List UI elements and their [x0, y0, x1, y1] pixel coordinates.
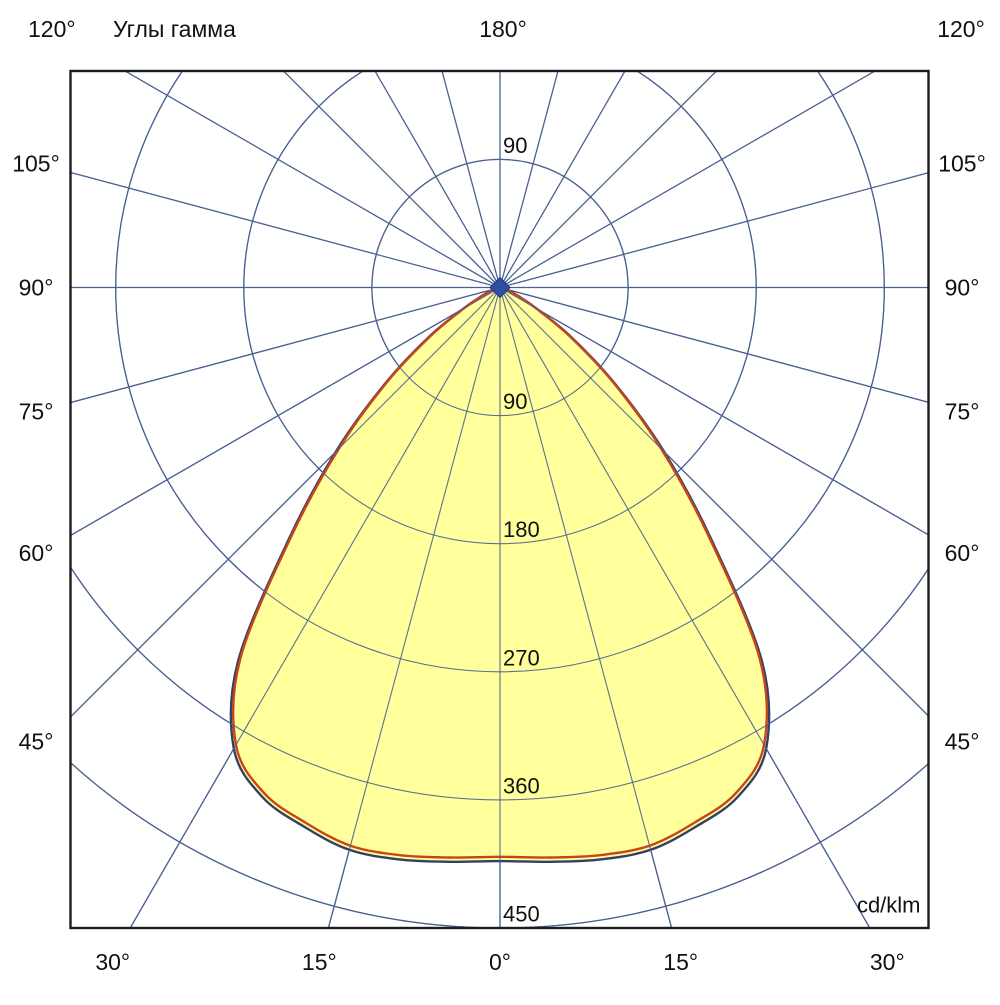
gamma-angle-label-bottom-30: 30° [870, 949, 905, 975]
radial-tick-label-180: 180 [503, 517, 540, 542]
top-angle-label: 180° [479, 16, 527, 42]
corner-angle-label-right: 120° [937, 16, 985, 42]
gamma-angle-label-left-105: 105° [12, 150, 60, 176]
gamma-angle-label-right-90: 90° [945, 275, 980, 301]
gamma-angle-label-left-45: 45° [19, 729, 54, 755]
angular-gridline-210 [374, 71, 501, 288]
plot-frame [69, 69, 930, 930]
angular-gridline-255 [70, 171, 501, 289]
angular-gridline-120 [499, 71, 877, 289]
radial-gridline-inner-360 [70, 565, 929, 801]
angular-gridline-inner--15 [327, 287, 501, 928]
corner-angle-label-left: 120° [28, 16, 76, 42]
radial-tick-label-upper-90: 90 [503, 133, 527, 158]
radial-gridline-inner-270 [115, 71, 885, 673]
angular-gridline-150 [499, 71, 626, 288]
gamma-angle-label-bottom--30: 30° [95, 949, 130, 975]
angular-gridline-inner-45 [499, 287, 929, 717]
radial-gridline-inner-180 [243, 71, 757, 545]
radial-tick-label-90: 90 [503, 389, 527, 414]
radial-tick-label-270: 270 [503, 645, 540, 670]
angular-gridline-inner-75 [499, 286, 929, 403]
gamma-angle-label-left-90: 90° [19, 275, 54, 301]
angular-gridline-inner-60 [499, 287, 929, 536]
gamma-angle-label-bottom--15: 15° [302, 949, 337, 975]
angular-gridline-195 [441, 71, 501, 288]
angular-gridline-inner--60 [70, 287, 501, 537]
gamma-angle-label-left-60: 60° [19, 540, 54, 566]
angular-gridline-inner--75 [70, 286, 501, 404]
gamma-angle-label-bottom-0: 0° [489, 949, 511, 975]
angular-gridline-225 [282, 71, 501, 288]
radial-unit-label: cd/klm [857, 893, 921, 918]
gamma-angle-label-right-45: 45° [945, 729, 980, 755]
radial-gridline-inner-90 [371, 158, 629, 417]
radial-tick-label-360: 360 [503, 773, 540, 798]
gamma-angle-label-right-105: 105° [938, 150, 986, 176]
gamma-angle-label-bottom-15: 15° [663, 949, 698, 975]
polar-origin-marker [489, 276, 511, 299]
angular-gridline-105 [499, 172, 929, 289]
radial-tick-label-450: 450 [503, 902, 540, 927]
angular-gridline-240 [123, 71, 501, 289]
angular-gridline-165 [499, 71, 559, 288]
angular-gridline-inner-15 [499, 287, 673, 928]
gamma-angle-label-left-75: 75° [19, 399, 54, 425]
angular-gridline-135 [499, 71, 718, 288]
angular-gridline-inner--45 [70, 287, 501, 718]
gamma-angle-label-right-75: 75° [945, 399, 980, 425]
chart-title: Углы гамма [113, 16, 236, 42]
gamma-angle-label-right-60: 60° [945, 540, 980, 566]
angular-gridline-inner-30 [499, 287, 871, 928]
angular-gridline-inner--30 [129, 287, 501, 928]
